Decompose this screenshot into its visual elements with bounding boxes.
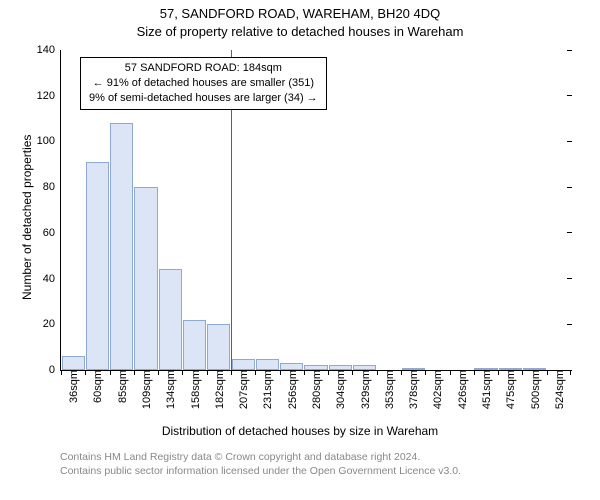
histogram-bar [134, 187, 157, 370]
x-tick-label: 329sqm [358, 370, 372, 409]
x-tick-label: 475sqm [503, 370, 517, 409]
x-tick-mark [158, 370, 159, 375]
x-tick-mark [207, 370, 208, 375]
x-tick-mark [328, 370, 329, 375]
y-tick-mark [567, 232, 572, 233]
y-tick-label: 20 [43, 318, 61, 330]
histogram-bar [232, 359, 255, 370]
y-tick-label: 40 [43, 273, 61, 285]
histogram-bar [183, 320, 206, 370]
x-tick-mark [255, 370, 256, 375]
x-tick-label: 353sqm [382, 370, 396, 409]
y-tick-mark [567, 187, 572, 188]
attribution-text: Contains HM Land Registry data © Crown c… [60, 450, 461, 478]
infobox-line-1: 57 SANDFORD ROAD: 184sqm [89, 61, 318, 76]
y-tick-label: 140 [37, 44, 61, 56]
x-tick-mark [425, 370, 426, 375]
x-tick-label: 451sqm [479, 370, 493, 409]
infobox-line-3: 9% of semi-detached houses are larger (3… [89, 91, 318, 106]
histogram-bar [159, 269, 182, 370]
x-tick-label: 426sqm [455, 370, 469, 409]
x-tick-mark [280, 370, 281, 375]
y-tick-mark [567, 141, 572, 142]
histogram-bar [207, 324, 230, 370]
attribution-line-1: Contains HM Land Registry data © Crown c… [60, 450, 461, 464]
y-tick-mark [567, 324, 572, 325]
y-tick-label: 100 [37, 135, 61, 147]
x-tick-label: 207sqm [236, 370, 250, 409]
x-tick-mark [401, 370, 402, 375]
histogram-bar [110, 123, 133, 370]
histogram-bar [280, 363, 303, 370]
x-tick-label: 109sqm [139, 370, 153, 409]
x-tick-mark [61, 370, 62, 375]
x-tick-label: 36sqm [66, 370, 80, 403]
histogram-bar [86, 162, 109, 370]
x-tick-mark [377, 370, 378, 375]
infobox-line-2: ← 91% of detached houses are smaller (35… [89, 76, 318, 91]
x-tick-mark [134, 370, 135, 375]
x-tick-mark [547, 370, 548, 375]
page-title: 57, SANDFORD ROAD, WAREHAM, BH20 4DQ [0, 6, 600, 21]
x-tick-mark [182, 370, 183, 375]
x-tick-mark [110, 370, 111, 375]
x-tick-mark [570, 370, 571, 375]
x-tick-label: 378sqm [406, 370, 420, 409]
x-tick-label: 402sqm [430, 370, 444, 409]
x-tick-label: 524sqm [552, 370, 566, 409]
page-subtitle: Size of property relative to detached ho… [0, 24, 600, 39]
attribution-line-2: Contains public sector information licen… [60, 464, 461, 478]
x-tick-mark [85, 370, 86, 375]
x-tick-label: 280sqm [309, 370, 323, 409]
x-tick-mark [352, 370, 353, 375]
x-tick-mark [231, 370, 232, 375]
x-tick-label: 231sqm [260, 370, 274, 409]
x-tick-label: 182sqm [212, 370, 226, 409]
y-tick-label: 0 [49, 364, 61, 376]
x-tick-label: 256sqm [285, 370, 299, 409]
y-tick-label: 120 [37, 90, 61, 102]
x-tick-label: 500sqm [528, 370, 542, 409]
histogram-bar [256, 359, 279, 370]
x-tick-label: 158sqm [188, 370, 202, 409]
x-tick-mark [498, 370, 499, 375]
x-tick-label: 304sqm [333, 370, 347, 409]
y-axis-label: Number of detached properties [20, 135, 34, 300]
x-tick-label: 85sqm [115, 370, 129, 403]
x-tick-mark [474, 370, 475, 375]
y-tick-label: 80 [43, 181, 61, 193]
y-tick-mark [567, 50, 572, 51]
x-tick-mark [450, 370, 451, 375]
x-axis-label: Distribution of detached houses by size … [0, 424, 600, 438]
x-tick-mark [304, 370, 305, 375]
y-tick-mark [567, 278, 572, 279]
y-tick-label: 60 [43, 227, 61, 239]
histogram-bar [62, 356, 85, 370]
y-tick-mark [567, 95, 572, 96]
x-tick-label: 60sqm [90, 370, 104, 403]
property-info-box: 57 SANDFORD ROAD: 184sqm ← 91% of detach… [80, 57, 327, 110]
x-tick-mark [522, 370, 523, 375]
x-tick-label: 134sqm [163, 370, 177, 409]
